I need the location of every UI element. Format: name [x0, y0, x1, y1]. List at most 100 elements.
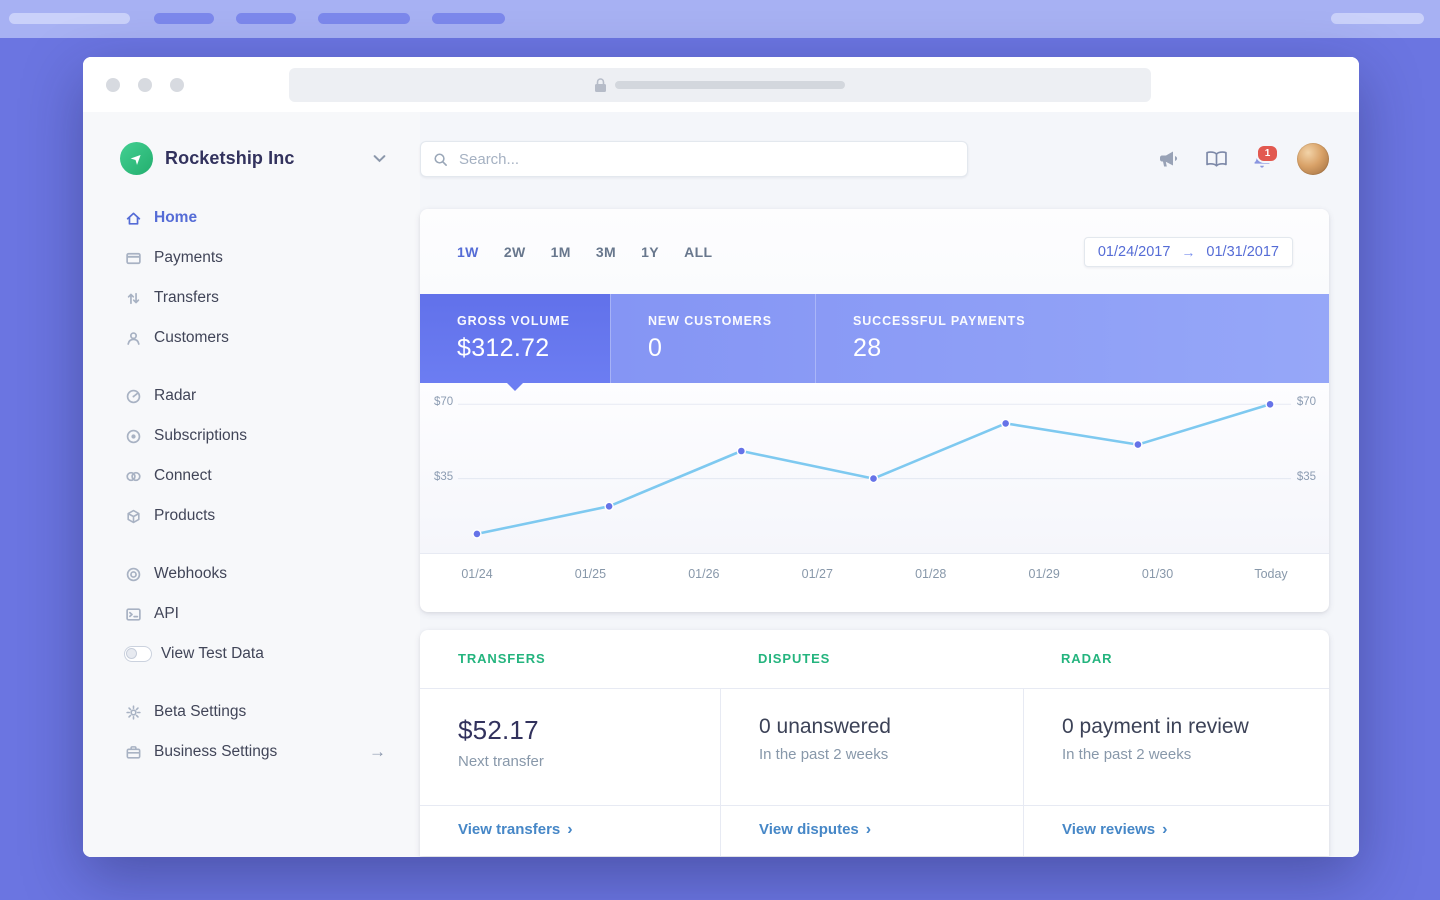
x-axis-tick-label: 01/29	[1028, 567, 1060, 581]
next-transfer-amount: $52.17	[458, 715, 539, 745]
chevron-right-icon: ›	[865, 820, 872, 838]
browser-tab-pill	[154, 13, 214, 24]
toggle-label: View Test Data	[161, 645, 264, 662]
range-tab-all[interactable]: ALL	[684, 243, 713, 260]
products-icon	[124, 508, 143, 525]
subscriptions-icon	[124, 428, 143, 445]
transfers-section-title: TRANSFERS	[458, 651, 546, 666]
y-axis-tick-label: $70	[1296, 396, 1316, 409]
payments-icon	[124, 250, 143, 267]
view-disputes-link[interactable]: View disputes ›	[721, 805, 1023, 856]
topbar-icons: 1	[1159, 143, 1329, 175]
os-topbar	[0, 0, 1440, 38]
sidebar-item-business-settings[interactable]: Business Settings →	[83, 732, 420, 772]
transfers-column: $52.17 Next transfer View transfers ›	[420, 689, 720, 856]
sidebar-item-subscriptions[interactable]: Subscriptions	[83, 416, 420, 456]
sidebar-item-label: Customers	[154, 329, 229, 346]
stat-successful-payments[interactable]: SUCCESSFUL PAYMENTS 28	[815, 294, 1329, 383]
stat-value: 0	[648, 334, 663, 362]
sidebar-item-radar[interactable]: Radar	[83, 376, 420, 416]
webhooks-icon	[124, 566, 143, 583]
summary-headers: TRANSFERS DISPUTES RADAR	[420, 630, 1329, 689]
sidebar-item-home[interactable]: Home	[83, 198, 420, 238]
range-tab-1m[interactable]: 1M	[550, 243, 571, 260]
radar-column: 0 payment in review In the past 2 weeks …	[1023, 689, 1329, 856]
volume-chart-svg	[457, 399, 1292, 539]
stat-gross-volume[interactable]: GROSS VOLUME $312.72	[420, 294, 610, 391]
date-from: 01/24/2017	[1097, 243, 1171, 260]
arrow-right-icon[interactable]: →	[369, 742, 386, 761]
api-terminal-icon	[124, 606, 143, 623]
x-axis-tick-label: 01/25	[574, 567, 607, 581]
disputes-section-title: DISPUTES	[758, 651, 831, 666]
sidebar-item-label: Subscriptions	[154, 427, 248, 444]
notification-badge: 1	[1256, 143, 1279, 163]
date-range-tabs: 1W 2W 1M 3M 1Y ALL 01/24/2017 → 01/31/20…	[420, 209, 1329, 294]
range-tab-2w[interactable]: 2W	[503, 243, 526, 260]
address-bar[interactable]	[289, 68, 1151, 102]
summary-card: TRANSFERS DISPUTES RADAR $52.17 Next tra…	[420, 630, 1329, 856]
browser-tab-pill	[318, 13, 410, 24]
stat-label: SUCCESSFUL PAYMENTS	[853, 314, 1026, 328]
sidebar-item-webhooks[interactable]: Webhooks	[83, 554, 420, 594]
main-topbar: 1	[420, 141, 1329, 177]
stat-new-customers[interactable]: NEW CUSTOMERS 0	[610, 294, 815, 383]
sidebar-item-api[interactable]: API	[83, 594, 420, 634]
sidebar-item-label: Business Settings	[154, 743, 278, 760]
stat-label: NEW CUSTOMERS	[648, 314, 772, 328]
overview-card: 1W 2W 1M 3M 1Y ALL 01/24/2017 → 01/31/20…	[420, 209, 1329, 612]
docs-book-icon[interactable]	[1206, 150, 1227, 168]
user-avatar[interactable]	[1297, 143, 1329, 175]
sidebar-item-label: Transfers	[154, 289, 219, 306]
window-zoom-button[interactable]	[170, 78, 184, 92]
x-axis-tick-label: 01/26	[688, 567, 720, 581]
lock-icon	[595, 78, 606, 92]
link-label: View transfers	[458, 821, 561, 838]
window-minimize-button[interactable]	[138, 78, 152, 92]
sidebar-item-connect[interactable]: Connect	[83, 456, 420, 496]
view-transfers-link[interactable]: View transfers ›	[420, 805, 720, 856]
chevron-right-icon: ›	[1162, 820, 1168, 838]
search-input[interactable]	[457, 149, 955, 169]
home-icon	[124, 210, 143, 227]
company-logo: ➤	[120, 141, 153, 175]
window-close-button[interactable]	[106, 78, 120, 92]
range-tab-3m[interactable]: 3M	[595, 243, 617, 260]
sidebar-item-beta-settings[interactable]: Beta Settings	[83, 692, 420, 732]
sidebar-item-transfers[interactable]: Transfers	[83, 278, 420, 318]
view-reviews-link[interactable]: View reviews ›	[1024, 805, 1329, 856]
sidebar-item-customers[interactable]: Customers	[83, 318, 420, 358]
search-icon	[434, 152, 447, 166]
chart-x-axis: 01/24 01/25 01/26 01/27 01/28 01/29 01/30 Today	[420, 553, 1329, 612]
sidebar-item-payments[interactable]: Payments	[83, 238, 420, 278]
volume-chart: $70 $70 $35 $35	[420, 383, 1329, 553]
browser-tab-pill	[432, 13, 505, 24]
stat-value: $312.72	[457, 334, 550, 362]
disputes-caption: In the past 2 weeks	[759, 746, 889, 763]
test-data-toggle[interactable]	[124, 646, 152, 662]
stats-strip: GROSS VOLUME $312.72 NEW CUSTOMERS 0 SUC…	[420, 294, 1329, 391]
browser-tab-pill	[1331, 13, 1424, 24]
business-settings-icon	[124, 744, 143, 761]
disputes-column: 0 unanswered In the past 2 weeks View di…	[720, 689, 1023, 856]
nav-group-settings: Beta Settings Business Settings →	[83, 692, 420, 772]
date-to: 01/31/2017	[1206, 243, 1279, 260]
date-range-picker[interactable]: 01/24/2017 → 01/31/2017	[1083, 236, 1293, 267]
y-axis-tick-label: $35	[1296, 470, 1316, 483]
radar-review-count: 0 payment in review	[1062, 715, 1249, 738]
notifications-bell-icon[interactable]: 1	[1252, 143, 1279, 170]
range-tab-1y[interactable]: 1Y	[641, 243, 660, 260]
account-switcher[interactable]: ➤ Rocketship Inc	[83, 136, 420, 180]
x-axis-tick-label: 01/27	[801, 567, 833, 581]
chevron-down-icon[interactable]	[373, 154, 386, 163]
search-bar[interactable]	[420, 141, 968, 177]
sidebar-item-label: Home	[154, 209, 198, 226]
connect-icon	[124, 468, 143, 485]
sidebar-item-products[interactable]: Products	[83, 496, 420, 536]
link-label: View reviews	[1062, 821, 1156, 838]
announcements-icon[interactable]	[1159, 150, 1181, 169]
summary-body: $52.17 Next transfer View transfers › 0 …	[420, 689, 1329, 856]
x-axis-tick-label: Today	[1254, 567, 1288, 581]
rocket-icon: ➤	[126, 147, 146, 168]
range-tab-1w[interactable]: 1W	[457, 243, 479, 260]
